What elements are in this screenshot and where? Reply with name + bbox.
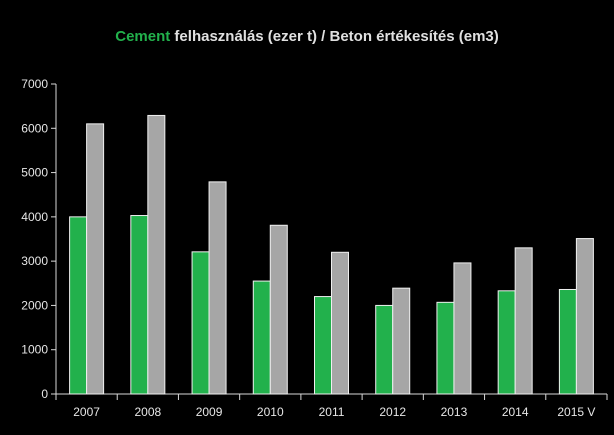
y-tick-label: 4000 <box>21 210 48 224</box>
x-tick-label: 2007 <box>73 405 100 419</box>
bar-cement-2009 <box>191 251 210 395</box>
bar-beton-2012 <box>392 287 411 395</box>
bar-cement-2013 <box>436 301 455 395</box>
bar-cement-2011 <box>314 296 332 395</box>
chart-title: Cement felhasználás (ezer t) / Beton ért… <box>0 28 614 45</box>
chart-bars <box>69 114 594 395</box>
x-tick-label: 2013 <box>441 405 468 419</box>
y-tick-label: 7000 <box>21 77 48 91</box>
x-tick-label: 2009 <box>196 405 223 419</box>
bar-beton-2009 <box>208 181 227 395</box>
bar-cement-2008 <box>130 215 149 395</box>
bar-cement-2014 <box>497 290 516 395</box>
bar-beton-2007 <box>86 123 105 395</box>
bar-beton-2011 <box>331 251 349 395</box>
title-part-felhasznalas: felhasználás (ezer t) / <box>170 28 330 45</box>
y-tick-label: 3000 <box>21 254 48 268</box>
y-tick-label: 5000 <box>21 166 48 180</box>
x-tick-label: 2015 V <box>557 405 595 419</box>
bar-cement-2010 <box>252 280 271 395</box>
title-part-cement: Cement <box>115 28 171 45</box>
x-tick-label: 2012 <box>379 405 406 419</box>
y-tick-label: 6000 <box>21 121 48 135</box>
bar-beton-2014 <box>514 247 533 395</box>
x-tick-label: 2008 <box>134 405 161 419</box>
bar-beton-2013 <box>453 262 472 395</box>
title-part-beton: Beton <box>329 28 373 45</box>
x-tick-label: 2011 <box>319 405 345 419</box>
y-tick-label: 1000 <box>21 343 48 357</box>
bar-beton-2015-V <box>575 238 594 395</box>
bar-beton-2010 <box>269 224 288 395</box>
bar-cement-2007 <box>69 216 88 395</box>
y-tick-label: 2000 <box>21 298 48 312</box>
x-tick-label: 2010 <box>257 405 284 419</box>
title-part-ertekesites: értékesítés (em3) <box>372 28 499 45</box>
y-tick-label: 0 <box>41 387 48 401</box>
x-tick-label: 2014 <box>502 405 529 419</box>
chart-labels: 0 1000 2000 3000 4000 5000 6000 7000 2007 2008 200… <box>21 77 595 419</box>
bar-beton-2008 <box>147 114 166 395</box>
bar-cement-2015-V <box>558 288 577 395</box>
bar-cement-2012 <box>375 304 394 395</box>
